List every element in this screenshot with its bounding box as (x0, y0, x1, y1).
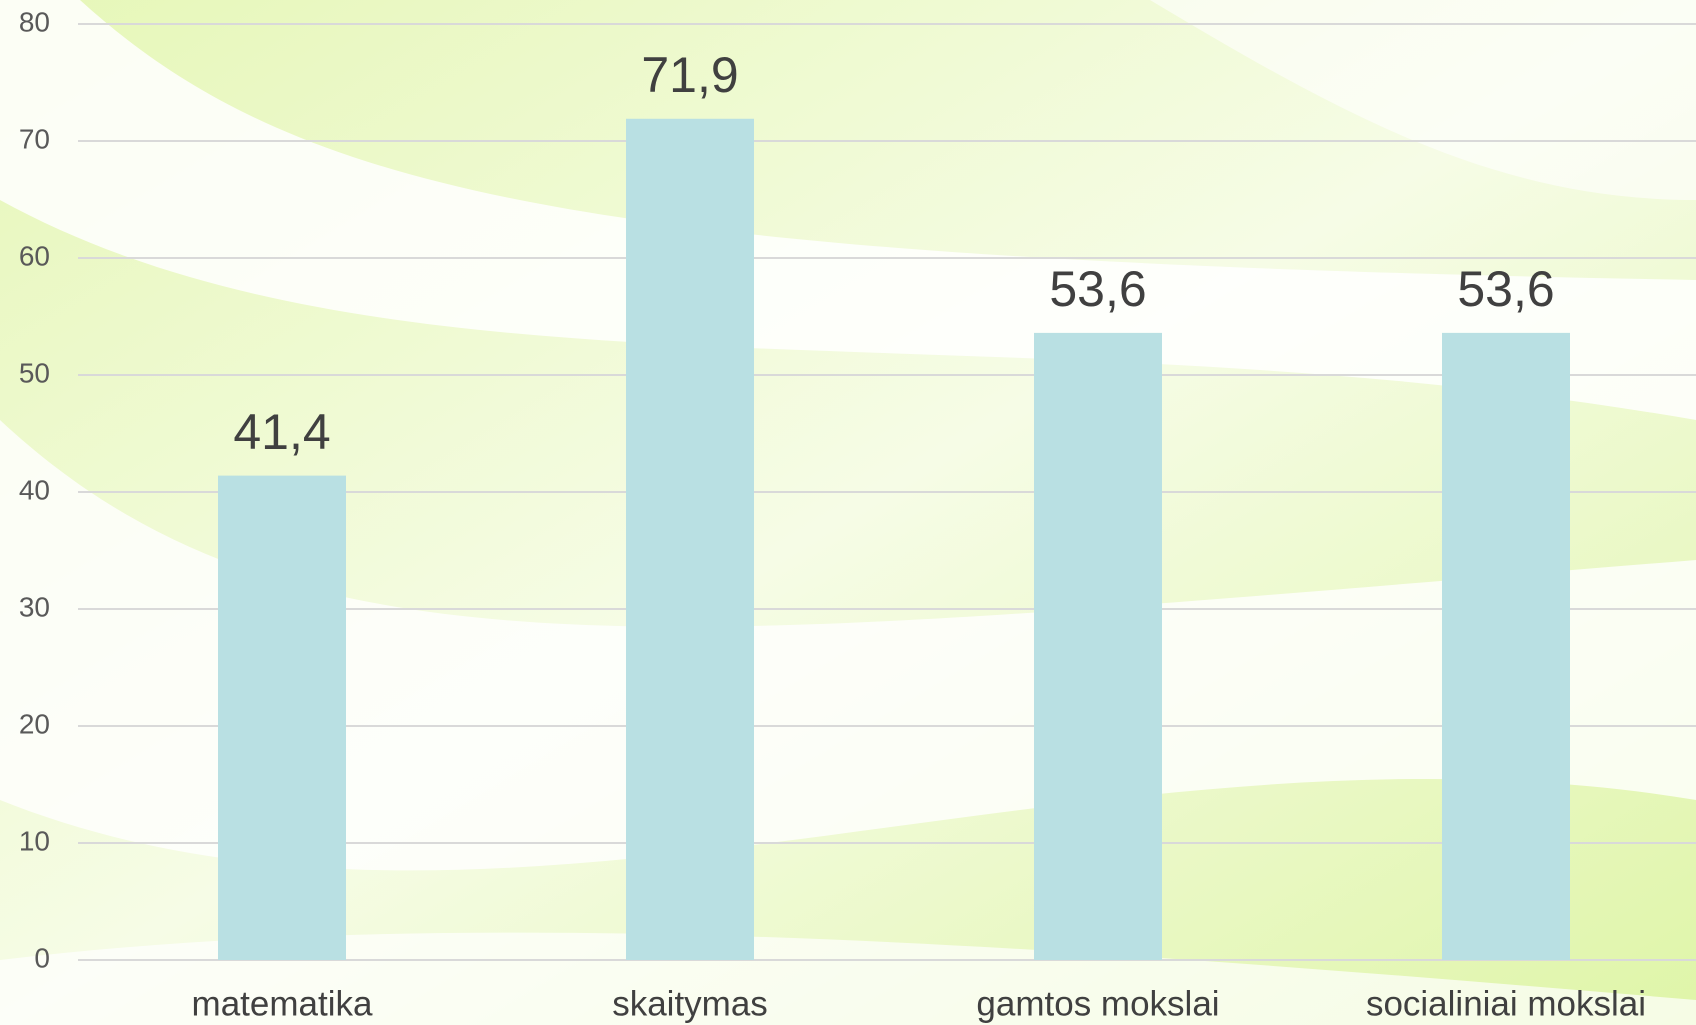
background-swoosh (0, 0, 1696, 420)
x-tick-label: gamtos mokslai (976, 984, 1219, 1023)
background-swoosh (1150, 0, 1696, 200)
x-tick-label: skaitymas (612, 984, 768, 1023)
y-tick-label: 0 (34, 942, 50, 973)
y-tick-label: 60 (19, 240, 50, 271)
x-tick-label: matematika (192, 984, 373, 1023)
y-tick-label: 30 (19, 591, 50, 622)
y-tick-label: 40 (19, 474, 50, 505)
value-label: 71,9 (641, 47, 738, 103)
background-swoosh (0, 932, 1696, 1025)
value-label: 53,6 (1457, 261, 1554, 317)
background-swoosh (0, 420, 1696, 871)
x-tick-label: socialiniai mokslai (1366, 984, 1646, 1023)
y-tick-label: 10 (19, 825, 50, 856)
y-tick-label: 50 (19, 357, 50, 388)
bar (1442, 332, 1570, 960)
y-tick-label: 80 (19, 6, 50, 37)
bar (218, 475, 346, 960)
value-label: 41,4 (233, 404, 330, 460)
y-tick-label: 20 (19, 708, 50, 739)
bar (626, 118, 754, 960)
value-label: 53,6 (1049, 261, 1146, 317)
y-tick-label: 70 (19, 123, 50, 154)
bar (1034, 332, 1162, 960)
